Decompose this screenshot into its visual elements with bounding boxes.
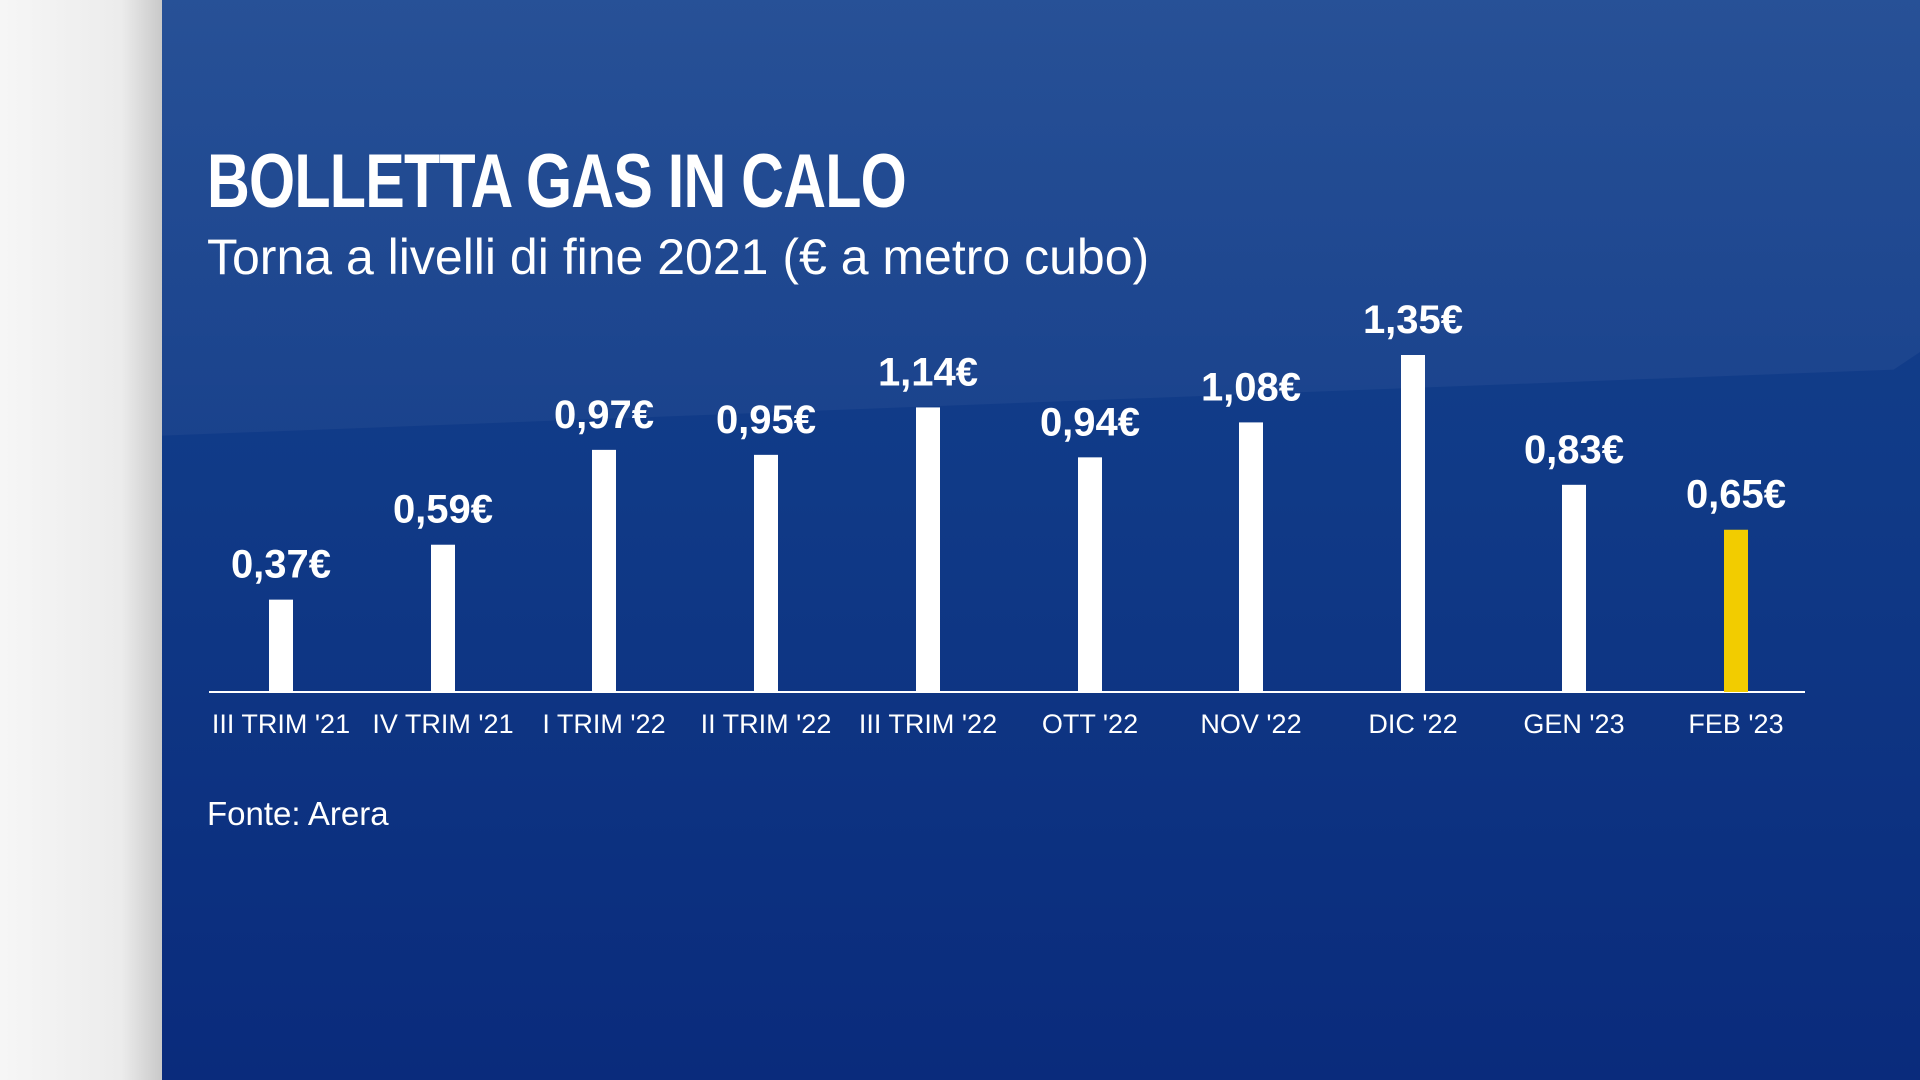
value-label-3: 0,95€ <box>716 398 816 442</box>
bar-1 <box>431 544 455 692</box>
main-panel <box>162 0 1920 1080</box>
bar-4 <box>916 407 940 692</box>
value-label-2: 0,97€ <box>554 393 654 437</box>
bar-0 <box>269 599 293 692</box>
bar-8 <box>1562 484 1586 692</box>
value-label-0: 0,37€ <box>231 543 331 587</box>
source-note: Fonte: Arera <box>207 795 389 832</box>
value-label-4: 1,14€ <box>878 350 978 394</box>
category-label-1: IV TRIM '21 <box>372 709 513 739</box>
category-label-4: III TRIM '22 <box>859 709 997 739</box>
bar-6 <box>1239 422 1263 692</box>
category-label-5: OTT '22 <box>1042 709 1138 739</box>
background-sheen <box>162 0 1920 436</box>
value-label-8: 0,83€ <box>1524 428 1624 472</box>
category-label-3: II TRIM '22 <box>701 709 832 739</box>
bar-3 <box>754 454 778 692</box>
chart-title: BOLLETTA GAS IN CALO <box>207 139 907 224</box>
bar-5 <box>1078 457 1102 692</box>
chart-subtitle: Torna a livelli di fine 2021 (€ a metro … <box>207 229 1150 285</box>
category-label-8: GEN '23 <box>1523 709 1624 739</box>
category-label-9: FEB '23 <box>1688 709 1783 739</box>
value-label-1: 0,59€ <box>393 488 493 532</box>
side-panel <box>0 0 162 1080</box>
bar-7 <box>1401 355 1425 692</box>
category-label-0: III TRIM '21 <box>212 709 350 739</box>
category-label-6: NOV '22 <box>1200 709 1301 739</box>
bar-2 <box>592 449 616 692</box>
value-label-7: 1,35€ <box>1363 298 1463 342</box>
value-label-9: 0,65€ <box>1686 473 1786 517</box>
category-label-7: DIC '22 <box>1368 709 1457 739</box>
value-label-6: 1,08€ <box>1201 365 1301 409</box>
category-label-2: I TRIM '22 <box>542 709 665 739</box>
bar-9 <box>1724 529 1748 692</box>
value-label-5: 0,94€ <box>1040 400 1140 444</box>
